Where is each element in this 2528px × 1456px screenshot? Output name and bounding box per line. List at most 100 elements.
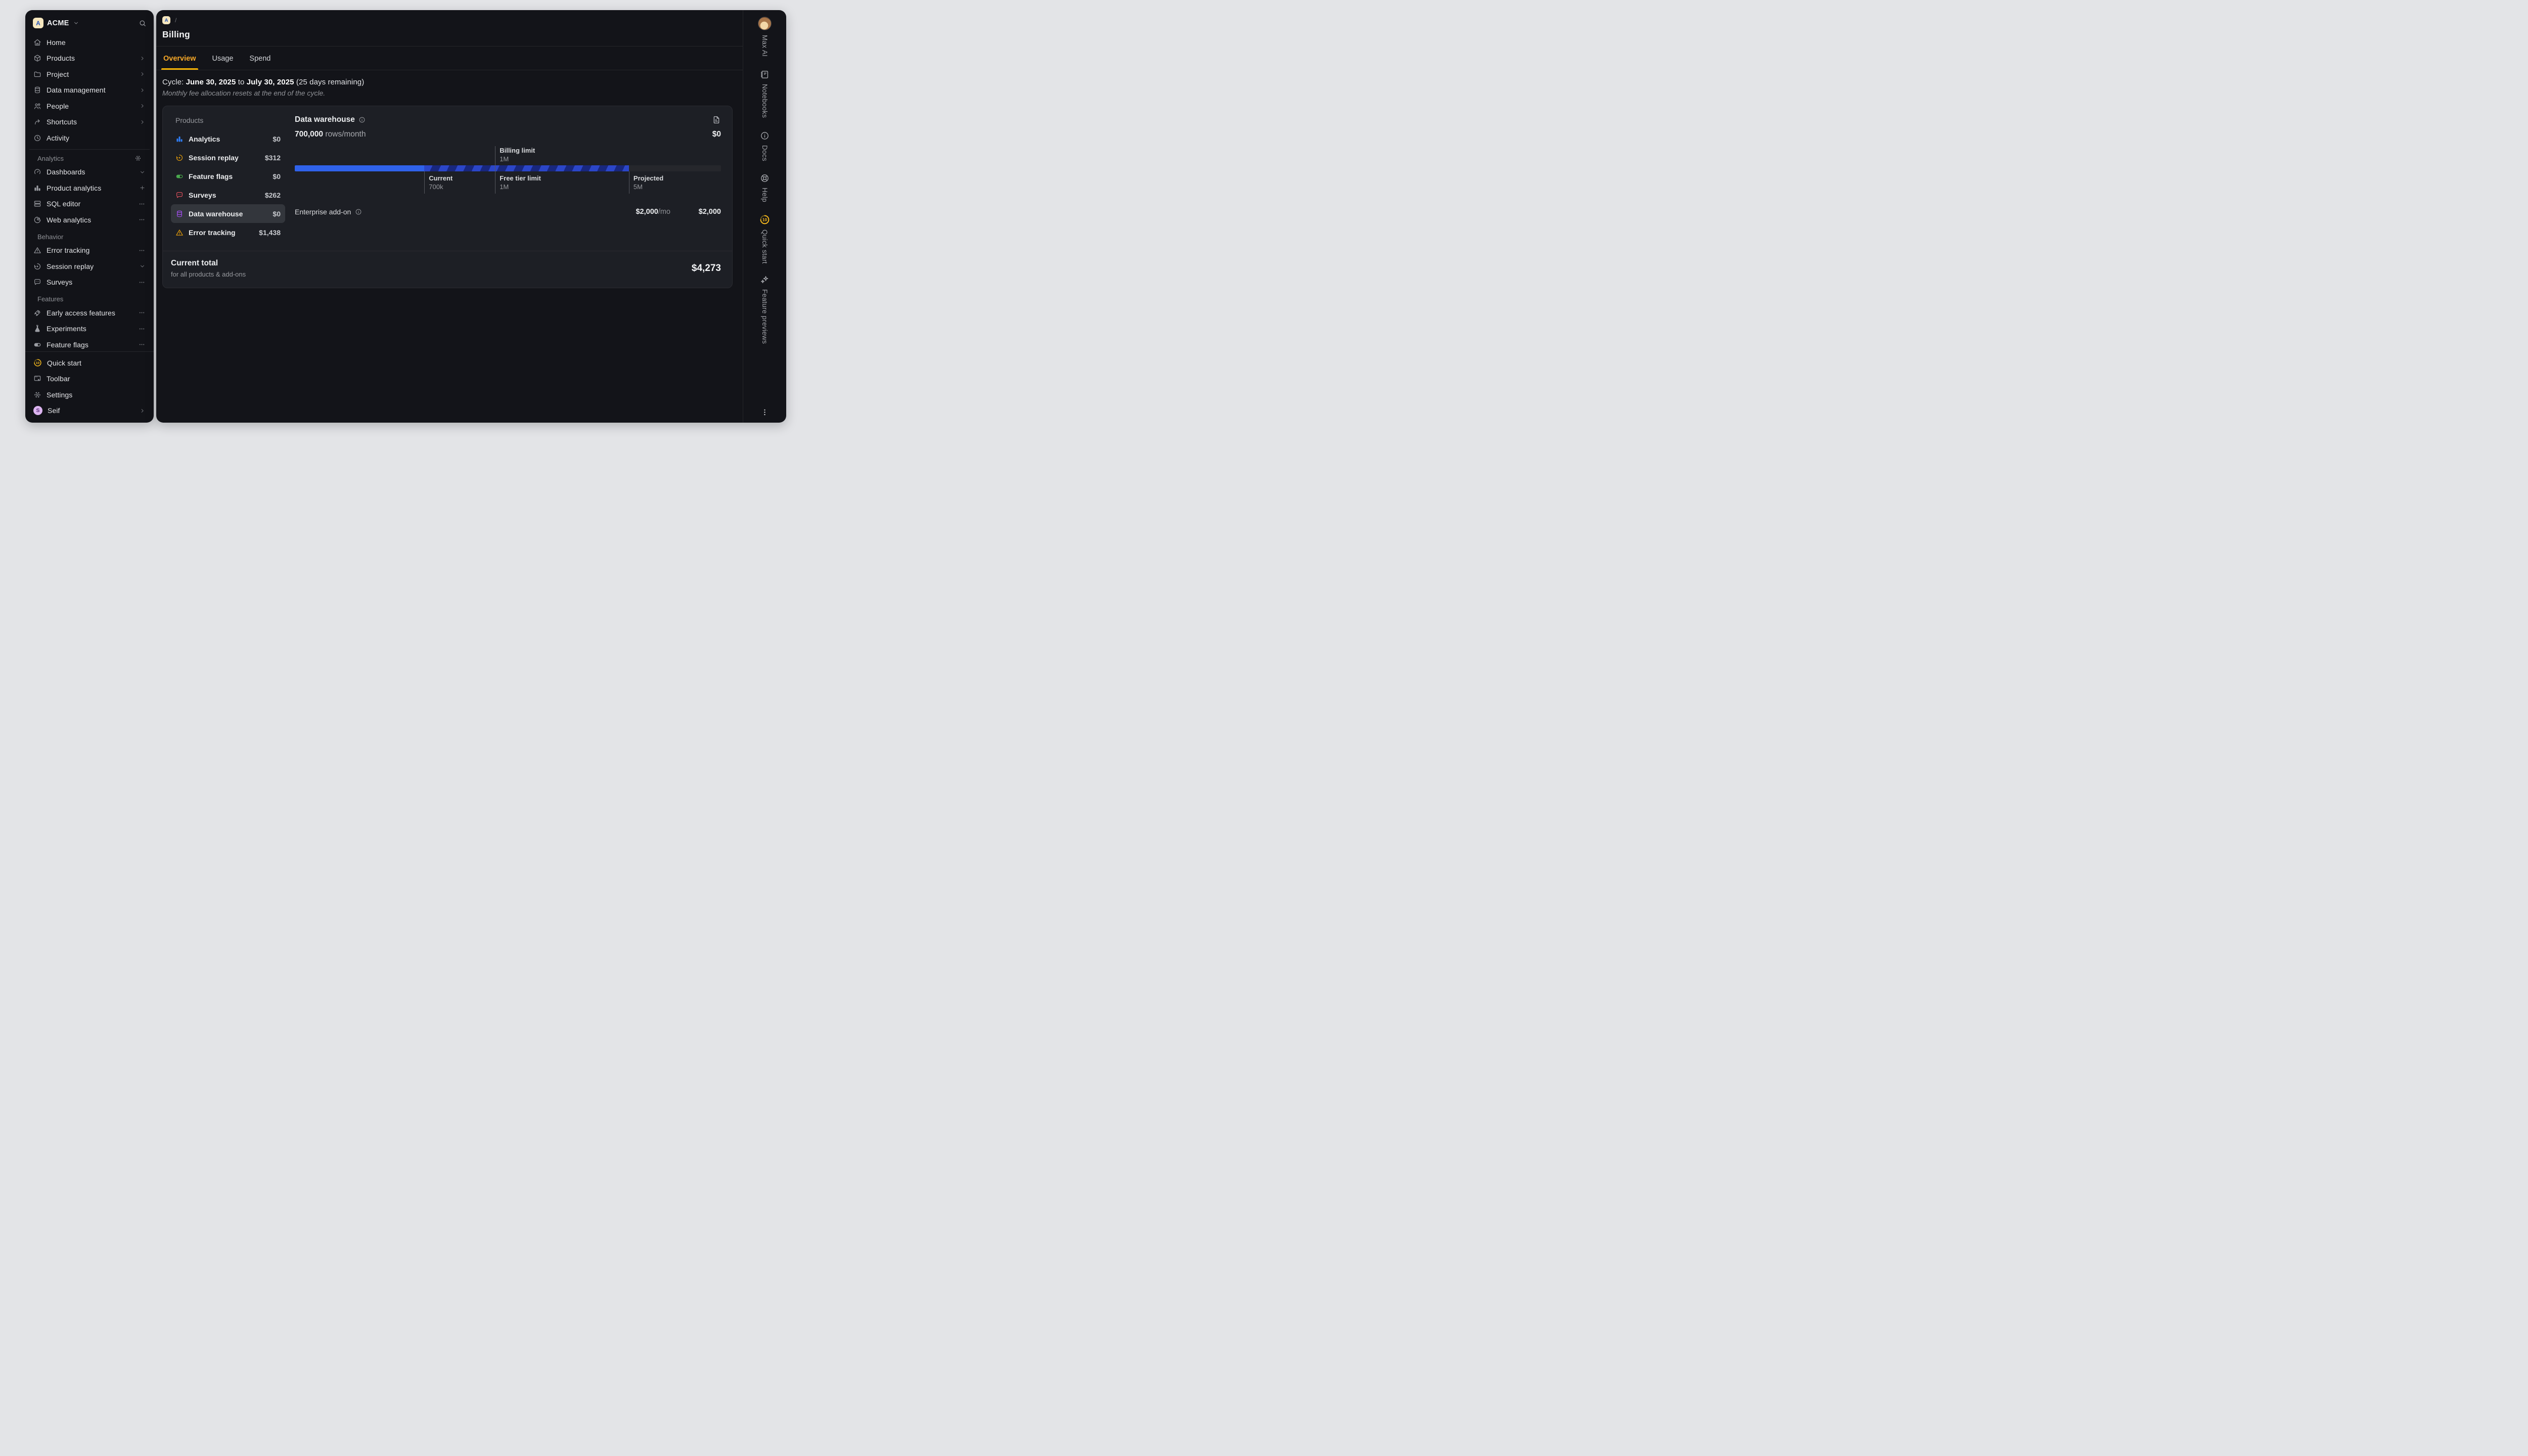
- search-icon[interactable]: [139, 19, 147, 27]
- kebab-menu-icon[interactable]: [760, 408, 769, 417]
- workspace-name[interactable]: ACME: [47, 19, 69, 27]
- usage-bar-chart: Billing limit 1M Current 700k Free tier …: [295, 146, 721, 197]
- box-icon: [33, 54, 41, 62]
- ellipsis-icon[interactable]: [138, 341, 146, 348]
- product-label: Analytics: [189, 134, 220, 143]
- workspace-logo[interactable]: A: [33, 18, 43, 28]
- sidebar-item-sql-editor[interactable]: SQL editor: [29, 196, 150, 212]
- product-row-feature-flags[interactable]: Feature flags $0: [171, 167, 285, 186]
- sidebar-nav: Home Products Project Data management Pe…: [25, 33, 154, 351]
- sidebar-item-label: Products: [47, 54, 75, 63]
- info-icon[interactable]: [355, 208, 362, 215]
- billing-card: Products Analytics $0 Session replay $31…: [162, 106, 733, 288]
- enterprise-addon-row: Enterprise add-on $2,000/mo $2,000: [295, 208, 721, 216]
- ellipsis-icon[interactable]: [138, 200, 146, 208]
- rocket-icon: [33, 309, 41, 317]
- sidebar-bottom: 10 Quick start Toolbar Settings S Seif: [25, 351, 154, 423]
- warning-triangle-icon: [33, 246, 41, 254]
- sidebar-item-quick-start[interactable]: 10 Quick start: [29, 355, 150, 371]
- tab-spend[interactable]: Spend: [249, 55, 271, 63]
- life-ring-icon: [760, 173, 770, 183]
- sidebar-item-web-analytics[interactable]: Web analytics: [29, 212, 150, 228]
- sidebar-item-early-access-features[interactable]: Early access features: [29, 305, 150, 321]
- sidebar-item-toolbar[interactable]: Toolbar: [29, 371, 150, 387]
- sidebar-item-data-management[interactable]: Data management: [29, 82, 150, 99]
- product-price: $1,438: [259, 228, 281, 237]
- max-ai-avatar: [758, 17, 772, 30]
- database-icon: [175, 210, 184, 218]
- sidebar-item-label: Home: [47, 38, 66, 47]
- ellipsis-icon[interactable]: [138, 216, 146, 223]
- sidebar-item-seif[interactable]: S Seif: [29, 403, 150, 419]
- sidebar-item-home[interactable]: Home: [29, 34, 150, 51]
- section-title: Features: [37, 295, 64, 303]
- section-title: Analytics: [37, 154, 64, 162]
- shortcut-icon: [33, 118, 41, 126]
- gear-icon[interactable]: [134, 155, 142, 162]
- sidebar-item-people[interactable]: People: [29, 98, 150, 114]
- ellipsis-icon[interactable]: [138, 325, 146, 333]
- sidebar-item-feature-flags[interactable]: Feature flags: [29, 337, 150, 351]
- product-price: $262: [264, 191, 281, 199]
- replay-icon: [33, 262, 41, 270]
- product-row-session-replay[interactable]: Session replay $312: [171, 148, 285, 167]
- sidebar-item-shortcuts[interactable]: Shortcuts: [29, 114, 150, 130]
- sidebar-item-error-tracking[interactable]: Error tracking: [29, 243, 150, 259]
- toggle-icon: [33, 341, 41, 349]
- sidebar-item-label: Web analytics: [47, 215, 92, 224]
- right-rail-item-notebooks[interactable]: Notebooks: [760, 70, 770, 118]
- usage-bar-projected-segment: [424, 165, 629, 171]
- ellipsis-icon[interactable]: [138, 247, 146, 254]
- sidebar-item-label: Toolbar: [47, 375, 70, 383]
- product-price: $0: [273, 172, 281, 180]
- sidebar-item-label: Seif: [48, 406, 60, 415]
- sidebar-item-label: Feature flags: [47, 340, 89, 349]
- tab-usage[interactable]: Usage: [212, 55, 234, 63]
- svg-text:10: 10: [762, 217, 768, 222]
- avatar: S: [33, 406, 42, 416]
- chevron-right-icon: [139, 71, 146, 77]
- chevron-right-icon: [139, 103, 146, 109]
- product-label: Surveys: [189, 191, 216, 199]
- page-title: Billing: [162, 29, 190, 39]
- usage-bar-current-segment: [295, 165, 425, 171]
- sidebar-item-dashboards[interactable]: Dashboards: [29, 164, 150, 180]
- bar-chart-icon: [33, 184, 41, 192]
- breadcrumb-project-badge[interactable]: A: [162, 16, 170, 24]
- right-rail-item-docs[interactable]: Docs: [760, 131, 770, 161]
- product-row-data-warehouse[interactable]: Data warehouse $0: [171, 204, 285, 223]
- sidebar-item-product-analytics[interactable]: Product analytics: [29, 180, 150, 196]
- replay-icon: [175, 154, 184, 162]
- notebook-icon: [760, 70, 770, 79]
- document-icon[interactable]: [712, 115, 721, 124]
- right-rail-item-help[interactable]: Help: [760, 173, 770, 202]
- product-row-surveys[interactable]: Surveys $262: [171, 186, 285, 204]
- ellipsis-icon[interactable]: [138, 309, 146, 316]
- right-rail-label: Docs: [761, 145, 769, 162]
- sidebar-item-session-replay[interactable]: Session replay: [29, 258, 150, 275]
- right-rail-item-quick-start[interactable]: 10 Quick start: [759, 214, 770, 264]
- product-row-error-tracking[interactable]: Error tracking $1,438: [171, 223, 285, 242]
- sidebar-item-activity[interactable]: Activity: [29, 130, 150, 146]
- info-icon[interactable]: [358, 116, 366, 123]
- addon-label: Enterprise add-on: [295, 208, 351, 216]
- right-rail-item-feature-previews[interactable]: Feature previews: [760, 275, 770, 344]
- sparkles-icon: [760, 275, 770, 285]
- chevron-down-icon[interactable]: [139, 263, 146, 269]
- chevron-down-icon[interactable]: [139, 169, 146, 175]
- tab-overview[interactable]: Overview: [161, 47, 198, 70]
- sidebar-item-settings[interactable]: Settings: [29, 387, 150, 403]
- plus-icon[interactable]: [139, 185, 146, 191]
- sidebar-item-project[interactable]: Project: [29, 66, 150, 82]
- sidebar-item-label: Session replay: [47, 262, 94, 270]
- sidebar-item-surveys[interactable]: Surveys: [29, 275, 150, 291]
- quick-start-badge-icon: 10: [759, 214, 770, 225]
- pie-chart-icon: [33, 216, 41, 224]
- sidebar-item-experiments[interactable]: Experiments: [29, 321, 150, 337]
- ellipsis-icon[interactable]: [138, 279, 146, 286]
- product-row-analytics[interactable]: Analytics $0: [171, 129, 285, 148]
- right-rail-item-max-ai[interactable]: Max AI: [758, 17, 772, 57]
- chevron-down-icon[interactable]: [73, 20, 79, 26]
- main-window: A / Billing Overview Usage Spend Cycle: …: [156, 10, 786, 423]
- sidebar-item-products[interactable]: Products: [29, 51, 150, 67]
